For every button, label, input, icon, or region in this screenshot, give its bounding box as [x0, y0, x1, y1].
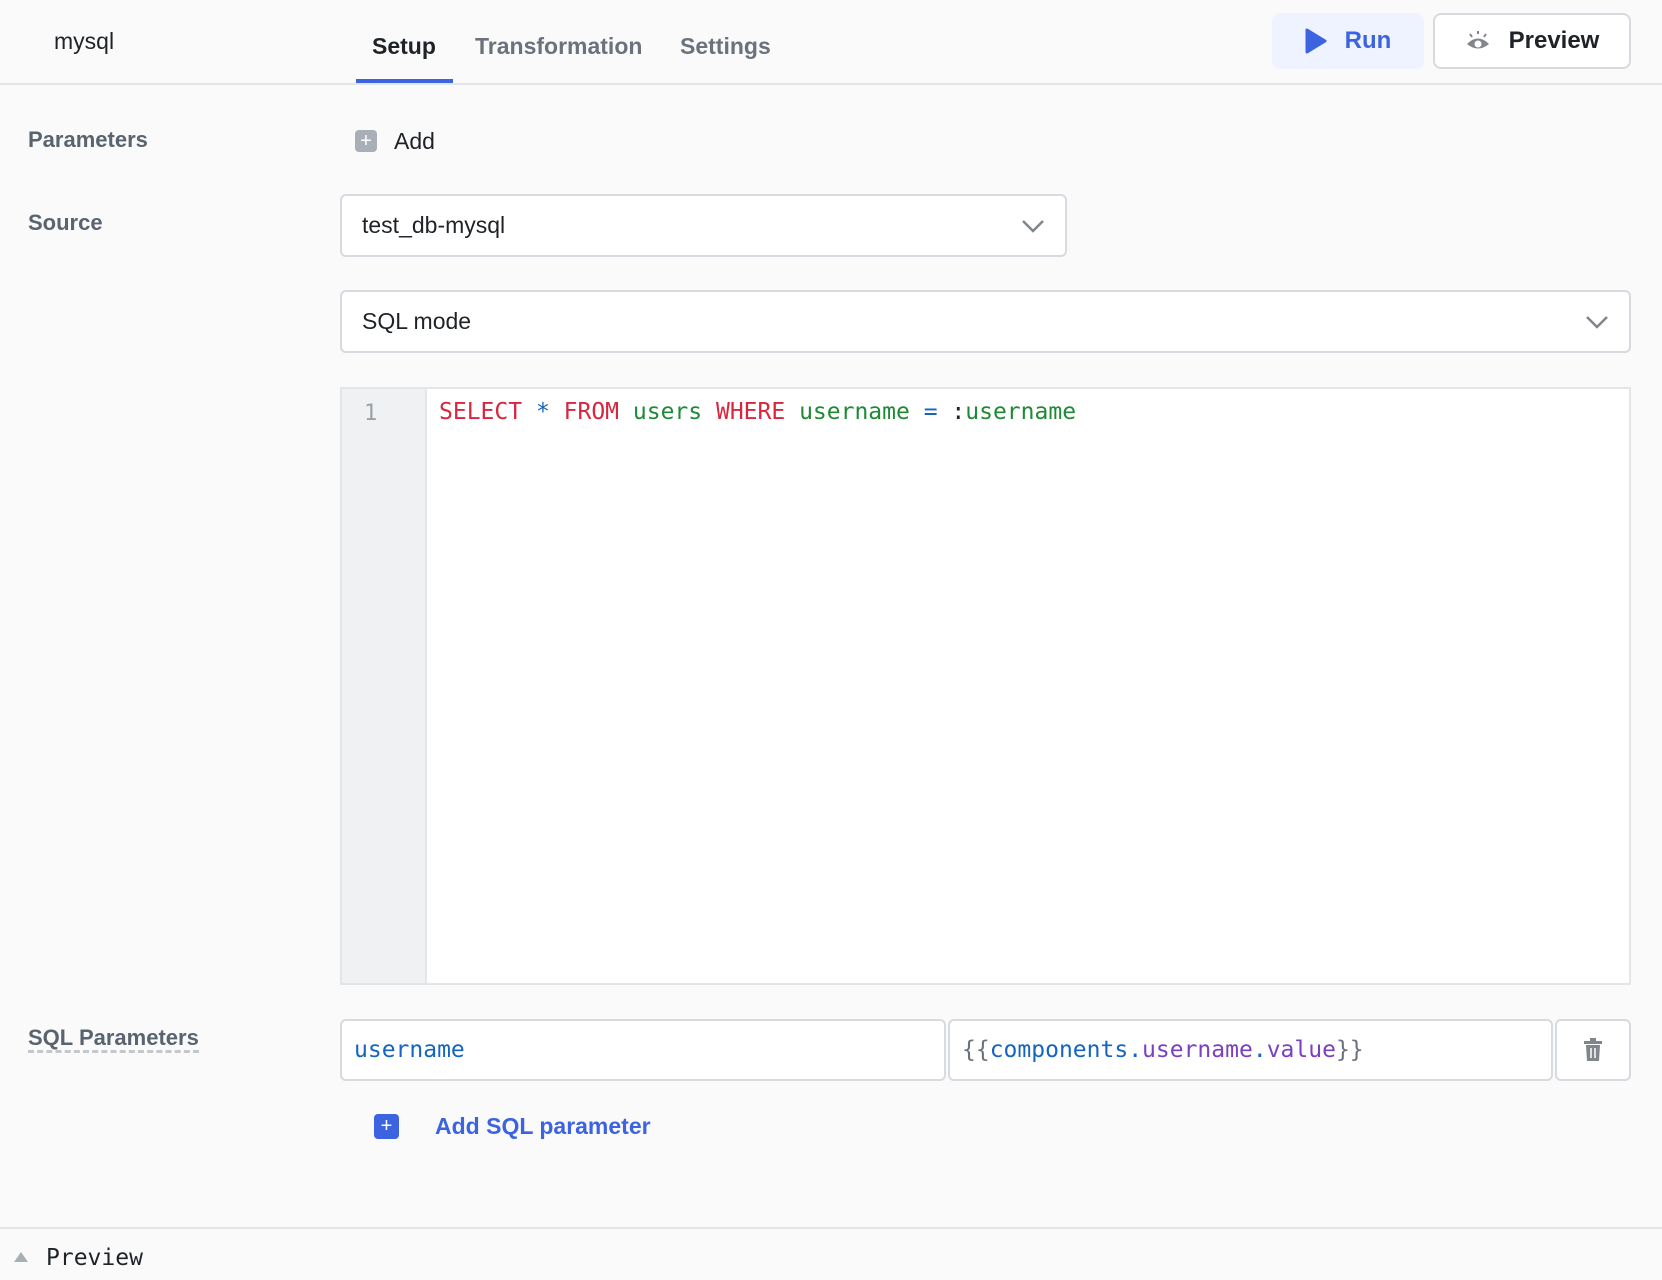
- code-token: SELECT: [439, 399, 523, 425]
- value-part: components: [989, 1037, 1129, 1063]
- query-name[interactable]: mysql: [54, 28, 115, 54]
- run-label: Run: [1344, 27, 1392, 54]
- mode-select[interactable]: SQL mode: [340, 290, 1631, 353]
- sql-editor[interactable]: 1 SELECT * FROM users WHERE username = :…: [340, 387, 1631, 985]
- value-part: .: [1128, 1037, 1143, 1063]
- source-select[interactable]: test_db-mysql: [340, 194, 1067, 257]
- add-parameter-button[interactable]: Add: [394, 128, 435, 154]
- code-token: WHERE: [715, 399, 786, 425]
- tab-settings[interactable]: Settings: [680, 33, 771, 59]
- tab-transformation[interactable]: Transformation: [475, 33, 643, 59]
- brace-close: }}: [1335, 1037, 1364, 1063]
- code-token: :: [951, 399, 966, 425]
- play-icon: [1305, 28, 1327, 54]
- value-part: .: [1252, 1037, 1267, 1063]
- line-number-gutter: 1: [342, 389, 427, 983]
- add-sql-param-button[interactable]: Add SQL parameter: [435, 1113, 651, 1139]
- eye-icon: [1466, 31, 1489, 49]
- code-line[interactable]: SELECT * FROM users WHERE username = :us…: [427, 389, 1088, 983]
- divider: [0, 1227, 1662, 1229]
- mode-value: SQL mode: [362, 308, 472, 334]
- run-button[interactable]: Run: [1272, 13, 1424, 69]
- brace-open: {{: [962, 1037, 990, 1063]
- value-part: value: [1266, 1037, 1336, 1063]
- trash-icon: [1584, 1038, 1602, 1061]
- add-parameter-icon[interactable]: +: [355, 130, 377, 152]
- value-part: username: [1142, 1037, 1253, 1063]
- tab-setup[interactable]: Setup: [372, 33, 436, 59]
- parameters-label: Parameters: [28, 127, 148, 152]
- code-token: username: [965, 399, 1077, 425]
- preview-button[interactable]: Preview: [1433, 13, 1631, 69]
- source-label: Source: [28, 210, 103, 235]
- code-token: =: [923, 399, 952, 425]
- preview-label: Preview: [1508, 27, 1600, 54]
- code-token: users: [619, 399, 716, 425]
- preview-panel-toggle[interactable]: Preview: [46, 1245, 143, 1271]
- chevron-down-icon: [1022, 219, 1044, 233]
- expand-triangle-icon[interactable]: [14, 1252, 28, 1262]
- source-value: test_db-mysql: [362, 212, 506, 238]
- code-token: *: [522, 399, 564, 425]
- code-token: username: [785, 399, 924, 425]
- line-number: 1: [364, 401, 378, 426]
- delete-param-button[interactable]: [1555, 1019, 1631, 1081]
- active-tab-indicator: [356, 79, 453, 83]
- chevron-down-icon: [1586, 315, 1608, 329]
- add-sql-param-icon[interactable]: +: [374, 1114, 399, 1139]
- sql-parameters-label: SQL Parameters: [28, 1026, 199, 1053]
- header: [0, 0, 1662, 85]
- sql-param-key-input[interactable]: username: [340, 1019, 946, 1081]
- code-token: FROM: [563, 399, 620, 425]
- sql-param-value-input[interactable]: {{components. username. value}}: [948, 1019, 1553, 1081]
